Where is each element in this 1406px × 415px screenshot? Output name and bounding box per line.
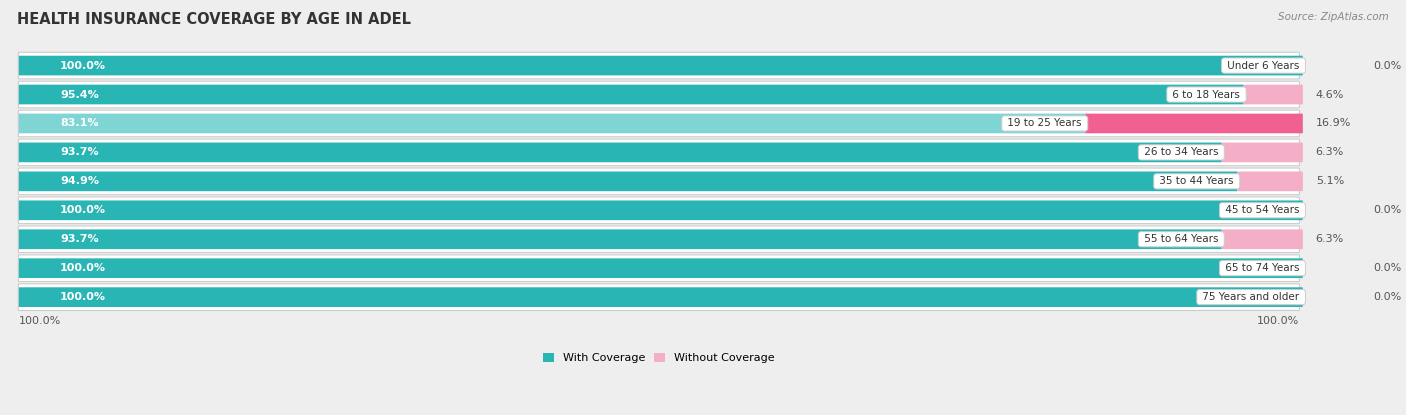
FancyBboxPatch shape (18, 81, 1299, 108)
FancyBboxPatch shape (18, 284, 1299, 310)
FancyBboxPatch shape (18, 229, 1222, 249)
FancyBboxPatch shape (18, 85, 1243, 104)
FancyBboxPatch shape (1222, 229, 1303, 249)
FancyBboxPatch shape (1303, 56, 1361, 76)
Text: Under 6 Years: Under 6 Years (1225, 61, 1303, 71)
FancyBboxPatch shape (18, 139, 1299, 166)
Text: 19 to 25 Years: 19 to 25 Years (1004, 118, 1085, 129)
Text: 6.3%: 6.3% (1316, 147, 1344, 157)
FancyBboxPatch shape (1237, 171, 1303, 191)
Text: 95.4%: 95.4% (60, 90, 98, 100)
Text: 45 to 54 Years: 45 to 54 Years (1222, 205, 1303, 215)
Text: 93.7%: 93.7% (60, 234, 98, 244)
FancyBboxPatch shape (18, 114, 1085, 133)
FancyBboxPatch shape (1303, 287, 1361, 307)
FancyBboxPatch shape (18, 143, 1222, 162)
Text: 100.0%: 100.0% (60, 263, 105, 273)
FancyBboxPatch shape (18, 197, 1299, 224)
Text: Source: ZipAtlas.com: Source: ZipAtlas.com (1278, 12, 1389, 22)
Text: 55 to 64 Years: 55 to 64 Years (1140, 234, 1222, 244)
Text: 0.0%: 0.0% (1374, 263, 1402, 273)
Text: 0.0%: 0.0% (1374, 205, 1402, 215)
Text: 6 to 18 Years: 6 to 18 Years (1170, 90, 1243, 100)
Text: 6.3%: 6.3% (1316, 234, 1344, 244)
FancyBboxPatch shape (18, 110, 1299, 137)
Text: 26 to 34 Years: 26 to 34 Years (1140, 147, 1222, 157)
Text: 5.1%: 5.1% (1316, 176, 1344, 186)
FancyBboxPatch shape (18, 52, 1299, 79)
FancyBboxPatch shape (18, 259, 1303, 278)
FancyBboxPatch shape (1222, 143, 1303, 162)
FancyBboxPatch shape (1303, 200, 1361, 220)
FancyBboxPatch shape (1085, 114, 1303, 133)
Text: 75 Years and older: 75 Years and older (1199, 292, 1303, 302)
FancyBboxPatch shape (18, 255, 1299, 281)
Text: 100.0%: 100.0% (60, 205, 105, 215)
Text: 4.6%: 4.6% (1316, 90, 1344, 100)
FancyBboxPatch shape (1303, 259, 1361, 278)
Text: 100.0%: 100.0% (60, 292, 105, 302)
FancyBboxPatch shape (1243, 85, 1303, 104)
Text: 35 to 44 Years: 35 to 44 Years (1156, 176, 1237, 186)
FancyBboxPatch shape (18, 200, 1303, 220)
Text: 100.0%: 100.0% (18, 316, 60, 326)
FancyBboxPatch shape (18, 56, 1303, 76)
FancyBboxPatch shape (18, 226, 1299, 253)
FancyBboxPatch shape (18, 171, 1237, 191)
Text: 0.0%: 0.0% (1374, 61, 1402, 71)
Text: 83.1%: 83.1% (60, 118, 98, 129)
Text: 93.7%: 93.7% (60, 147, 98, 157)
Text: 94.9%: 94.9% (60, 176, 98, 186)
FancyBboxPatch shape (18, 287, 1303, 307)
Text: HEALTH INSURANCE COVERAGE BY AGE IN ADEL: HEALTH INSURANCE COVERAGE BY AGE IN ADEL (17, 12, 411, 27)
Legend: With Coverage, Without Coverage: With Coverage, Without Coverage (538, 348, 779, 368)
Text: 0.0%: 0.0% (1374, 292, 1402, 302)
Text: 16.9%: 16.9% (1316, 118, 1351, 129)
FancyBboxPatch shape (18, 168, 1299, 195)
Text: 100.0%: 100.0% (60, 61, 105, 71)
Text: 100.0%: 100.0% (1257, 316, 1299, 326)
Text: 65 to 74 Years: 65 to 74 Years (1222, 263, 1303, 273)
